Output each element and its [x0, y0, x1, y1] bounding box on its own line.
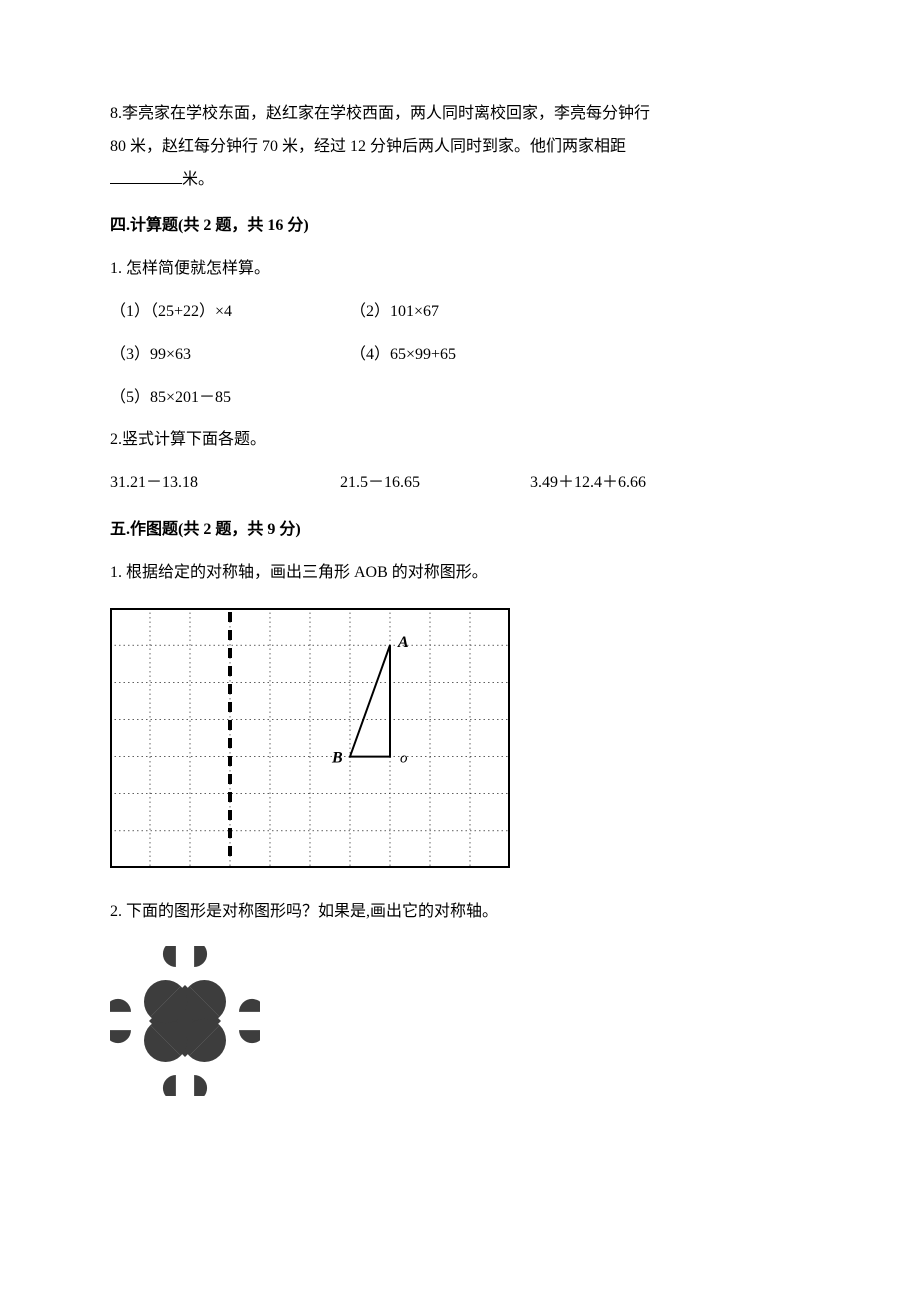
- q8-line3: 米。: [110, 166, 810, 195]
- s5-q1-figure: Ao B: [110, 608, 810, 868]
- q8-blank: [110, 168, 182, 184]
- s4-q1-item-b: （2）101×67: [350, 298, 439, 327]
- q8-line1: 8.李亮家在学校东面，赵红家在学校西面，两人同时离校回家，李亮每分钟行: [110, 100, 810, 129]
- s4-q1-item-c: （3）99×63: [110, 341, 350, 370]
- svg-text:B: B: [331, 749, 343, 766]
- section5-header: 五.作图题(共 2 题，共 9 分): [110, 516, 810, 545]
- svg-text:o: o: [400, 750, 408, 766]
- s4-q1-item-e: （5）85×201－85: [110, 389, 231, 406]
- q8-unit: 米。: [182, 171, 214, 188]
- s4-q1-row1: （1）（25+22）×4 （2）101×67: [110, 298, 810, 327]
- section4-header: 四.计算题(共 2 题，共 16 分): [110, 212, 810, 241]
- s5-q1-prompt: 1. 根据给定的对称轴，画出三角形 AOB 的对称图形。: [110, 559, 810, 588]
- s4-q2-item-b: 21.5－16.65: [340, 469, 530, 498]
- s4-q1-row3: （5）85×201－85: [110, 384, 810, 413]
- s4-q2-prompt: 2.竖式计算下面各题。: [110, 426, 810, 455]
- q8-line2: 80 米，赵红每分钟行 70 米，经过 12 分钟后两人同时到家。他们两家相距: [110, 133, 810, 162]
- s5-q2-figure: [110, 946, 810, 1096]
- s4-q2-row: 31.21－13.18 21.5－16.65 3.49＋12.4＋6.66: [110, 469, 810, 498]
- s4-q1-prompt: 1. 怎样简便就怎样算。: [110, 255, 810, 284]
- s5-q2-prompt: 2. 下面的图形是对称图形吗？如果是,画出它的对称轴。: [110, 898, 810, 927]
- grid-diagram: Ao B: [110, 608, 510, 868]
- s4-q2-item-a: 31.21－13.18: [110, 469, 340, 498]
- symmetry-shape: [110, 946, 260, 1096]
- s4-q1-item-a: （1）（25+22）×4: [110, 298, 350, 327]
- svg-text:A: A: [397, 634, 409, 651]
- s4-q1-row2: （3）99×63 （4）65×99+65: [110, 341, 810, 370]
- s4-q1-item-d: （4）65×99+65: [350, 341, 456, 370]
- s4-q2-item-c: 3.49＋12.4＋6.66: [530, 469, 646, 498]
